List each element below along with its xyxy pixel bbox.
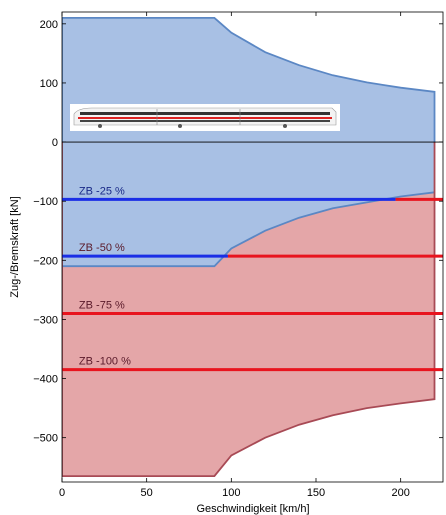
total-brake-curve [62,142,436,477]
y-tick-label: −300 [33,314,58,326]
y-tick-label: −200 [33,255,58,267]
y-axis-label: Zug-/Bremskraft [kN] [9,196,21,297]
x-tick-label: 50 [141,487,153,499]
zb-label: ZB -75 % [79,300,125,312]
plot-area [62,17,443,477]
x-tick-label: 0 [59,487,65,499]
y-tick-label: 100 [40,78,58,90]
x-axis-label: Geschwindigkeit [km/h] [196,503,309,515]
train-icon [70,104,340,131]
y-tick-label: −400 [33,374,58,386]
x-tick-label: 200 [391,487,409,499]
axes: 0 50 100 150 200 200 100 0 −100 −200 −300 −400 −500 [33,11,444,499]
y-tick-label: −100 [33,196,58,208]
zb-label: ZB -25 % [79,185,125,197]
y-tick-label: 200 [40,19,58,31]
zb-label: ZB -50 % [79,242,125,254]
x-tick-label: 150 [307,487,325,499]
x-tick-label: 100 [222,487,240,499]
traction-curve [62,17,436,143]
y-tick-label: 0 [52,137,58,149]
plot-frame [61,11,444,483]
zb-label: ZB -100 % [79,356,131,368]
electric-brake-area [62,142,435,267]
mechanical-brake-area [62,192,435,477]
y-tick-label: −500 [33,433,58,445]
